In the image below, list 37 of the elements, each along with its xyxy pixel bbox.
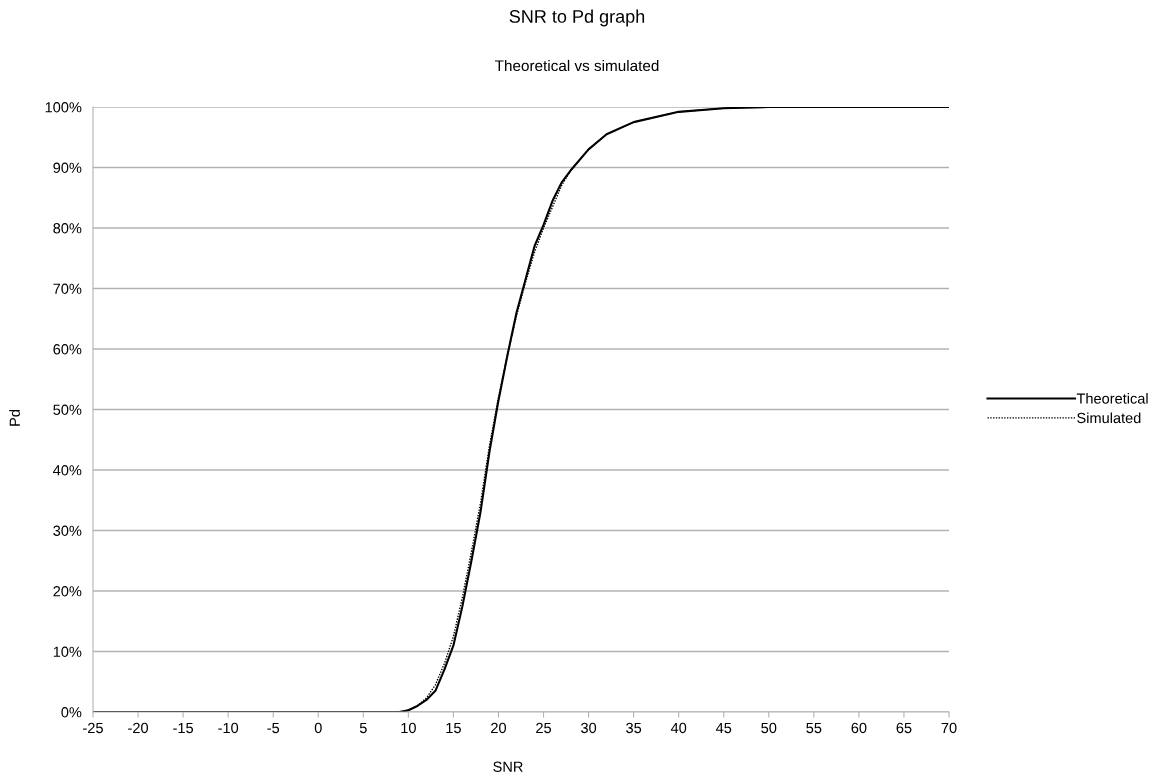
- x-axis-title: SNR: [493, 761, 523, 772]
- x-tick-label: -10: [218, 722, 239, 734]
- x-tick-label: 35: [626, 722, 642, 734]
- x-tick-label: 55: [806, 722, 822, 734]
- x-tick-label: 30: [581, 722, 597, 734]
- chart-title: SNR to Pd graph: [509, 9, 645, 27]
- x-tick-label: 65: [896, 722, 912, 734]
- y-tick-label: 80%: [53, 223, 82, 234]
- text: Theoretical: [1076, 392, 1148, 404]
- x-tick-label: 20: [491, 722, 507, 734]
- x-tick-label: 10: [401, 722, 416, 734]
- x-tick-label: 0: [314, 722, 322, 734]
- chart-subtitle: Theoretical vs simulated: [494, 59, 659, 72]
- x-tick-label: -5: [267, 722, 280, 734]
- x-tick-label: 15: [446, 722, 461, 734]
- x-tick-label: 60: [851, 722, 867, 734]
- y-axis-title: Pd: [9, 410, 20, 426]
- y-tick-label: 60%: [53, 344, 82, 355]
- x-tick-label: -25: [83, 722, 103, 734]
- text: Simulated: [1077, 412, 1141, 424]
- y-tick-label: 70%: [53, 283, 82, 294]
- y-tick-label: 30%: [53, 525, 82, 536]
- y-tick-label: 20%: [53, 586, 82, 597]
- y-tick-label: 0%: [61, 707, 82, 718]
- x-tick-label: -15: [173, 722, 194, 734]
- y-tick-label: 100%: [45, 102, 82, 113]
- y-tick-label: 10%: [53, 646, 82, 657]
- y-tick-label: 90%: [53, 162, 82, 173]
- x-tick-label: 40: [670, 722, 687, 734]
- x-tick-label: 45: [715, 722, 732, 734]
- x-tick-label: 50: [761, 722, 777, 734]
- y-tick-label: 50%: [53, 404, 82, 415]
- x-tick-label: 25: [536, 722, 552, 734]
- x-tick-label: 70: [941, 722, 957, 734]
- y-tick-label: 40%: [53, 465, 82, 476]
- x-tick-label: 5: [359, 722, 367, 734]
- x-tick-label: -20: [128, 722, 149, 734]
